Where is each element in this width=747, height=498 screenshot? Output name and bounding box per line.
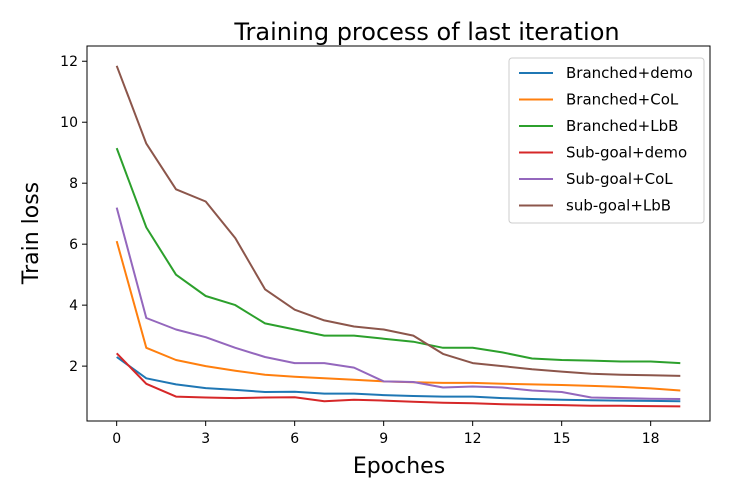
series-line-4 [115, 352, 681, 408]
y-tick-label: 4 [69, 298, 78, 314]
legend-box [508, 57, 705, 224]
x-tick-label: 0 [112, 431, 121, 447]
y-tick-label: 6 [69, 237, 78, 253]
series-line-5 [115, 207, 681, 400]
y-tick-label: 10 [60, 115, 78, 131]
series-lines [115, 65, 681, 408]
series-line-2 [115, 240, 681, 392]
legend: Branched+demo Branched+CoL Branched+LbB Sub… [508, 57, 705, 224]
legend-label: sub-goal+LbB [566, 197, 671, 215]
series-line-3 [115, 147, 681, 365]
x-axis-label: Epoches [353, 454, 445, 479]
legend-label: Branched+LbB [566, 117, 678, 135]
y-tick-label: 2 [69, 359, 78, 375]
x-tick-label: 15 [553, 431, 571, 447]
x-tick-label: 12 [464, 431, 482, 447]
x-tick-label: 3 [201, 431, 210, 447]
x-tick-label: 6 [290, 431, 299, 447]
legend-label: Sub-goal+CoL [566, 170, 673, 188]
y-tick-label: 12 [60, 54, 78, 70]
legend-label: Sub-goal+demo [566, 144, 687, 162]
y-tick-label: 8 [69, 176, 78, 192]
legend-label: Branched+CoL [566, 91, 679, 109]
series-line-1 [116, 356, 681, 403]
plot-frame [86, 45, 711, 422]
x-tick-label: 9 [379, 431, 388, 447]
axis-ticks: 0 3 6 9 12 15 18 2 4 6 8 10 12 [60, 54, 659, 447]
x-tick-label: 18 [642, 431, 660, 447]
legend-label: Branched+demo [566, 64, 693, 82]
chart-title: Training process of last iteration [233, 18, 619, 46]
y-axis-label: Train loss [19, 182, 44, 285]
series-line-6 [115, 65, 681, 377]
